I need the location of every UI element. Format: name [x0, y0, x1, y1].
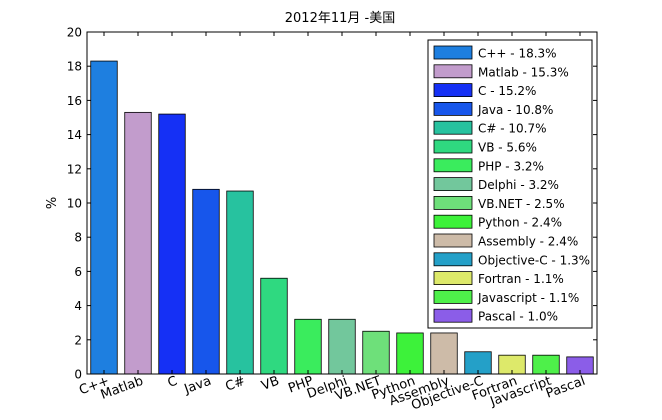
legend-swatch — [433, 195, 473, 210]
legend-entry: Javascript - 1.1% — [477, 291, 579, 305]
bar-python — [396, 332, 424, 375]
y-tick-label: 8 — [74, 231, 82, 245]
legend-swatch — [433, 214, 473, 229]
y-axis-label: % — [45, 197, 60, 209]
legend-entry: Fortran - 1.1% — [478, 272, 564, 286]
y-tick-label: 6 — [74, 265, 82, 279]
bars-layer — [90, 60, 594, 375]
y-tick-label: 10 — [67, 197, 82, 211]
legend-entry: Pascal - 1.0% — [478, 310, 558, 324]
bar-c — [158, 113, 186, 375]
legend-entry: VB - 5.6% — [478, 141, 537, 155]
legend-swatch — [433, 271, 473, 286]
legend-swatch — [433, 120, 473, 135]
legend-swatch — [433, 308, 473, 323]
bar-assembly — [430, 332, 458, 375]
legend-entry: Objective-C - 1.3% — [478, 253, 590, 267]
bar-vb — [260, 277, 288, 375]
legend-swatch — [433, 158, 473, 173]
y-tick-label: 12 — [67, 162, 82, 176]
legend-entry: Delphi - 3.2% — [478, 178, 559, 192]
legend-entry: Java - 10.8% — [477, 103, 553, 117]
x-tick-label: Pascal — [544, 374, 587, 402]
legend-entry: C# - 10.7% — [478, 122, 547, 136]
legend-entry: C - 15.2% — [478, 84, 536, 98]
legend-swatch — [433, 252, 473, 267]
y-tick-label: 4 — [74, 299, 82, 313]
y-tick-label: 0 — [74, 368, 82, 382]
legend-swatch — [433, 64, 473, 79]
bar-vb-net — [362, 330, 390, 375]
x-tick-label: C — [166, 374, 180, 391]
legend-entry: VB.NET - 2.5% — [478, 197, 565, 211]
legend-swatch — [433, 45, 473, 60]
bar-c- — [226, 190, 254, 375]
y-tick-label: 20 — [67, 26, 82, 40]
legend-swatch — [433, 102, 473, 116]
bar-c- — [90, 60, 118, 375]
bar-matlab — [124, 111, 152, 375]
legend-entry: Assembly - 2.4% — [478, 235, 578, 249]
legend: C++ - 18.3% Matlab - 15.3% C - 15.2% Java -… — [427, 39, 593, 329]
y-tick-label: 2 — [74, 333, 82, 347]
x-tick-label: C# — [223, 374, 247, 395]
legend-swatch — [433, 289, 473, 304]
y-tick-label: 18 — [67, 60, 82, 74]
y-tick-label: 14 — [67, 128, 82, 142]
legend-swatch — [433, 233, 473, 248]
legend-swatch — [433, 139, 473, 154]
legend-swatch — [433, 83, 473, 97]
bar-php — [294, 318, 322, 375]
chart-title: 2012年11月 -美国 — [285, 11, 395, 26]
legend-entry: Matlab - 15.3% — [478, 65, 569, 79]
legend-entry: Python - 2.4% — [478, 216, 562, 230]
legend-entry: C++ - 18.3% — [478, 47, 557, 61]
bar-delphi — [328, 318, 356, 375]
bar-java — [192, 188, 220, 375]
legend-entry: PHP - 3.2% — [478, 159, 544, 173]
x-tick-label: Java — [181, 374, 213, 398]
y-tick-label: 16 — [67, 94, 82, 108]
legend-swatch — [433, 177, 473, 192]
x-tick-label: VB — [259, 374, 281, 394]
